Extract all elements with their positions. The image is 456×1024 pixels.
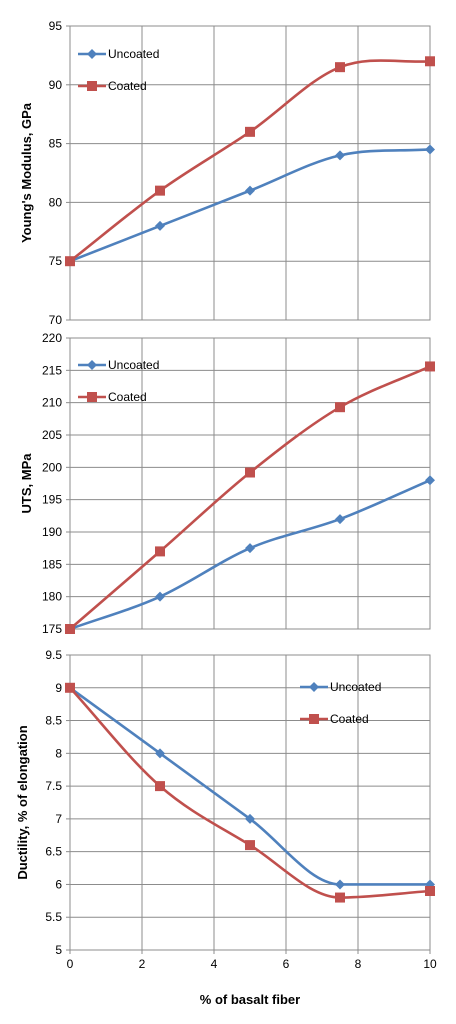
chart-panel-2: 175 180 185 190 195 200 205 210 215 220 UTS, MPa Un… [19, 331, 435, 636]
plot-area [69, 654, 431, 951]
y-tick-label: 85 [49, 137, 63, 151]
data-point [335, 892, 345, 903]
data-point [335, 402, 345, 413]
legend-item-uncoated: Uncoated [78, 358, 159, 372]
data-point [335, 150, 345, 161]
x-axis-label: % of basalt fiber [200, 992, 300, 1007]
y-tick-label: 175 [42, 622, 62, 636]
y-tick-label: 7 [55, 812, 62, 826]
legend-item-coated: Coated [78, 79, 147, 93]
y-tick-label: 8.5 [45, 714, 62, 728]
chart-panel-1: 70 75 80 85 90 95 Young's Modulus, GPa Uncoated… [19, 19, 435, 327]
x-tick-label: 8 [355, 957, 362, 971]
y-tick-label: 7.5 [45, 779, 62, 793]
legend-item-coated: Coated [78, 390, 147, 404]
y-tick-label: 80 [49, 195, 63, 209]
x-tick-label: 10 [423, 957, 437, 971]
data-point [245, 813, 255, 824]
y-tick-label: 200 [42, 460, 62, 474]
legend-label: Coated [330, 712, 369, 726]
legend-marker [309, 714, 319, 724]
data-point [65, 682, 75, 693]
plot-area [69, 25, 431, 321]
data-point [155, 220, 165, 231]
series-coated [65, 682, 435, 903]
y-tick-label: 185 [42, 557, 62, 571]
data-point [425, 361, 435, 372]
y-tick-label: 9 [55, 681, 62, 695]
y-axis-label: Young's Modulus, GPa [19, 102, 34, 243]
data-point [425, 886, 435, 896]
chart-panel-3: 5 5.5 6 6.5 7 7.5 8 8.5 9 9.5 0 2 4 6 8 10 Ductility, % … [15, 648, 437, 1007]
y-axis-label: UTS, MPa [19, 453, 34, 514]
y-tick-label: 8 [55, 746, 62, 760]
data-point [335, 514, 345, 525]
data-point [65, 624, 75, 634]
series-line [68, 478, 432, 631]
data-point [245, 543, 255, 554]
x-tick-label: 0 [67, 957, 74, 971]
y-tick-label: 180 [42, 590, 62, 604]
data-point [245, 467, 255, 478]
y-tick-label: 190 [42, 525, 62, 539]
series-uncoated [65, 144, 435, 267]
legend-label: Uncoated [330, 680, 381, 694]
series-coated [65, 56, 435, 267]
legend-marker [87, 360, 97, 370]
x-tick-label: 2 [139, 957, 146, 971]
y-tick-label: 220 [42, 331, 62, 345]
legend-marker [87, 392, 97, 402]
data-point [155, 185, 165, 196]
data-point [65, 256, 75, 267]
legend-label: Coated [108, 390, 147, 404]
series-line [68, 365, 432, 631]
data-point [425, 56, 435, 67]
y-tick-label: 75 [49, 254, 63, 268]
x-tick-label: 6 [283, 957, 290, 971]
y-tick-label: 90 [49, 78, 63, 92]
series-coated [65, 361, 435, 634]
data-point [245, 126, 255, 137]
data-point [245, 840, 255, 851]
legend-item-uncoated: Uncoated [78, 47, 159, 61]
data-point [155, 546, 165, 557]
data-point [155, 748, 165, 759]
y-tick-label: 5 [55, 943, 62, 957]
legend-label: Uncoated [108, 358, 159, 372]
data-point [335, 62, 345, 73]
y-tick-label: 95 [49, 19, 63, 33]
y-tick-label: 215 [42, 363, 62, 377]
y-axis-label: Ductility, % of elongation [15, 725, 30, 879]
legend-marker [309, 682, 319, 692]
y-tick-label: 205 [42, 428, 62, 442]
legend-label: Coated [108, 79, 147, 93]
data-point [425, 475, 435, 486]
data-point [245, 185, 255, 196]
legend-label: Uncoated [108, 47, 159, 61]
y-tick-label: 210 [42, 396, 62, 410]
series-uncoated [65, 475, 435, 634]
y-tick-label: 70 [49, 313, 63, 327]
y-tick-label: 6 [55, 877, 62, 891]
y-tick-label: 6.5 [45, 845, 62, 859]
data-point [155, 781, 165, 792]
data-point [335, 879, 345, 890]
y-tick-label: 9.5 [45, 648, 62, 662]
data-point [425, 144, 435, 155]
series-line [68, 148, 432, 263]
data-point [155, 591, 165, 602]
series-line [68, 686, 432, 899]
plot-area [69, 337, 431, 630]
legend-marker [87, 49, 97, 59]
legend-item-coated: Coated [300, 712, 369, 726]
y-tick-label: 5.5 [45, 910, 62, 924]
y-tick-label: 195 [42, 493, 62, 507]
x-tick-label: 4 [211, 957, 218, 971]
legend-item-uncoated: Uncoated [300, 680, 381, 694]
legend-marker [87, 81, 97, 91]
